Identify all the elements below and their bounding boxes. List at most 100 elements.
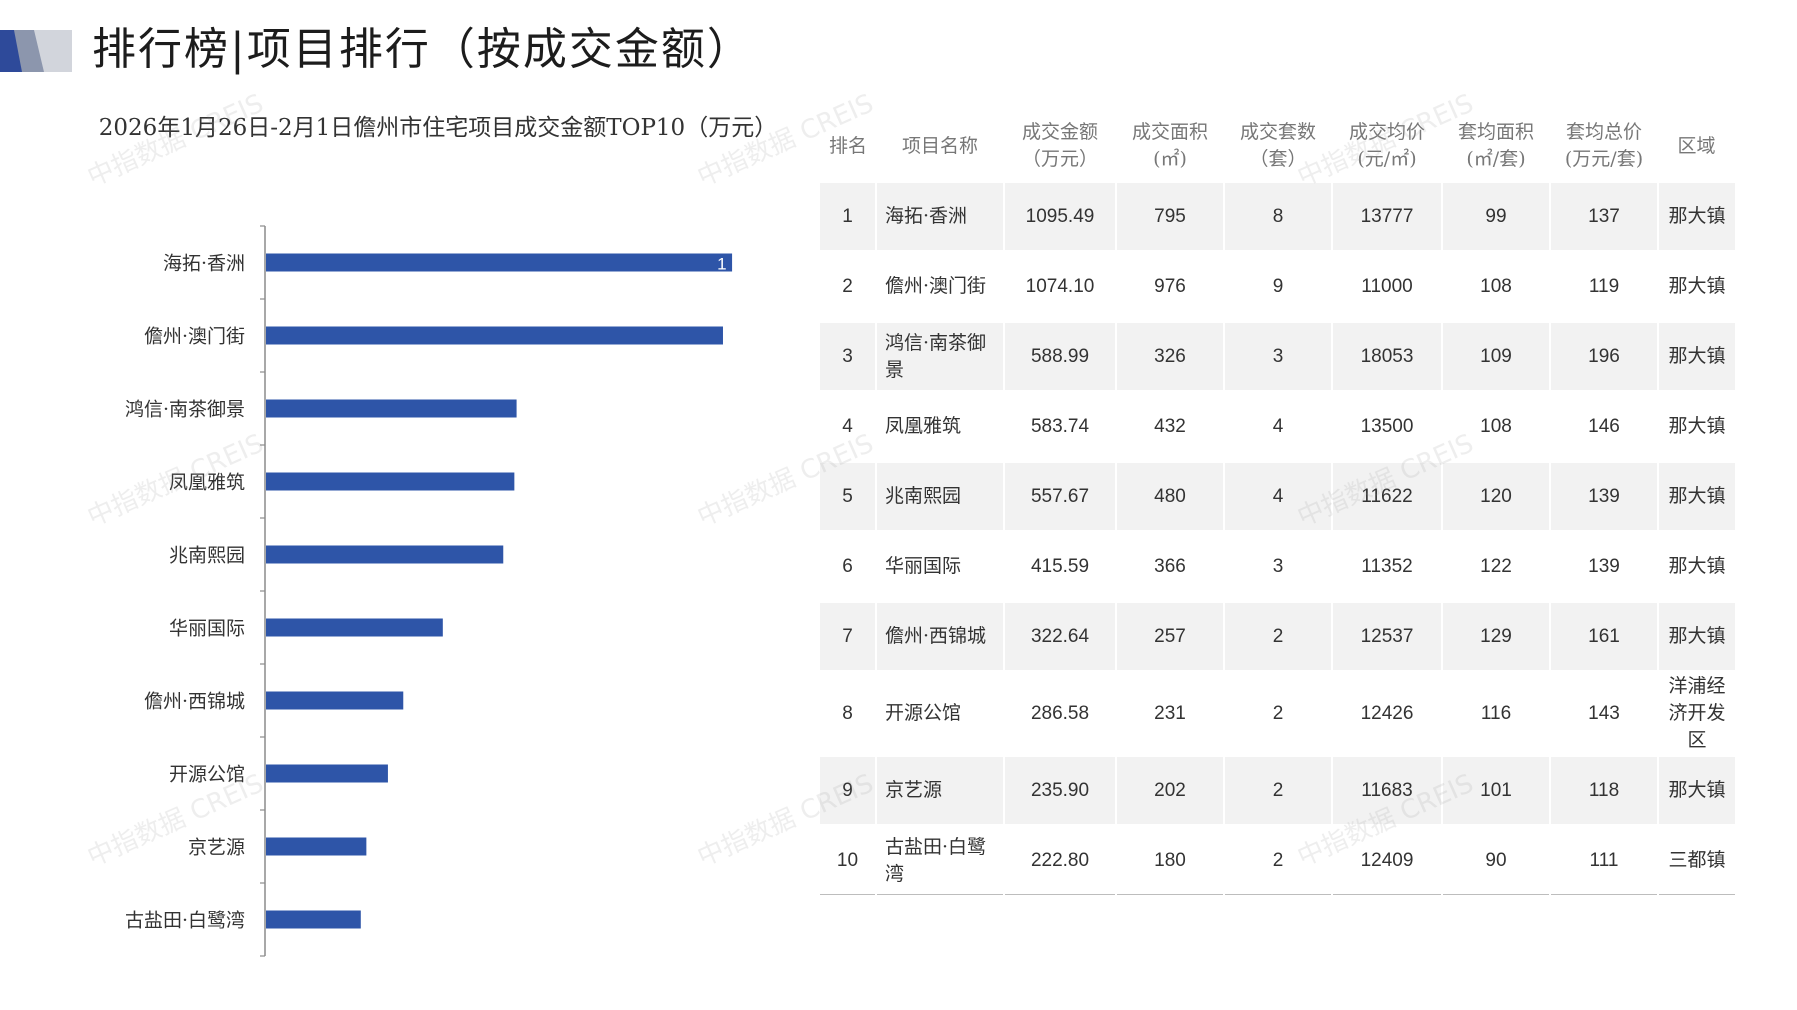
cell-avg-area: 108 [1441, 250, 1550, 322]
cell-units: 8 [1223, 180, 1332, 252]
cell-rank: 9 [820, 754, 876, 826]
cell-avg-area: 99 [1441, 180, 1550, 252]
cell-avg-area: 90 [1441, 824, 1550, 895]
cell-area: 257 [1115, 600, 1224, 672]
cell-name: 开源公馆 [875, 670, 1004, 756]
cell-units: 2 [1223, 670, 1332, 756]
cell-amount: 415.59 [1003, 530, 1116, 602]
bar [266, 837, 367, 856]
bar-chart: 海拓·香洲 1 儋州·澳门街鸿信·南茶御景凤凰雅筑兆南熙园华丽国际儋州·西锦城开源公… [125, 225, 733, 957]
cell-name: 京艺源 [875, 754, 1004, 826]
cell-area: 795 [1115, 180, 1224, 252]
cell-rank: 10 [820, 824, 876, 895]
category-label: 儋州·西锦城 [144, 691, 245, 713]
cell-area: 326 [1115, 320, 1224, 392]
cell-amount: 235.90 [1003, 754, 1116, 826]
table-row: 6 华丽国际 415.59 366 3 11352 122 139 那大镇 [820, 530, 1735, 602]
cell-rank: 6 [820, 530, 876, 602]
cell-name: 兆南熙园 [875, 460, 1004, 532]
bar [266, 472, 515, 491]
cell-avg-total: 143 [1549, 670, 1658, 756]
cell-area: 366 [1115, 530, 1224, 602]
table-header-row: 排名 项目名称 成交金额 （万元） 成交面积 (㎡) 成交套数 （套） 成交均价 (元/㎡) 套均面… [820, 112, 1735, 182]
cell-avg-area: 101 [1441, 754, 1550, 826]
category-label: 开源公馆 [169, 764, 245, 786]
cell-name: 凤凰雅筑 [875, 390, 1004, 462]
cell-area: 202 [1115, 754, 1224, 826]
cell-avg-area: 109 [1441, 320, 1550, 392]
cell-avg-total: 111 [1549, 824, 1658, 895]
bar [266, 764, 388, 783]
cell-amount: 322.64 [1003, 600, 1116, 672]
cell-avg-price: 18053 [1331, 320, 1442, 392]
cell-units: 4 [1223, 390, 1332, 462]
category-label: 古盐田·白鹭湾 [125, 910, 245, 932]
ranking-table: 排名 项目名称 成交金额 （万元） 成交面积 (㎡) 成交套数 （套） 成交均价 (元/㎡) 套均面… [820, 112, 1735, 895]
cell-rank: 8 [820, 670, 876, 756]
cell-avg-area: 116 [1441, 670, 1550, 756]
cell-area: 180 [1115, 824, 1224, 895]
cell-region: 洋浦经济开发区 [1657, 670, 1735, 756]
category-label: 华丽国际 [169, 618, 245, 640]
header: 排行榜|项目排行（按成交金额） [0, 0, 1797, 100]
table-row: 5 兆南熙园 557.67 480 4 11622 120 139 那大镇 [820, 460, 1735, 532]
column-header: 套均总价 (万元/套) [1550, 112, 1658, 182]
cell-name: 儋州·澳门街 [875, 250, 1004, 322]
column-header: 成交均价 (元/㎡) [1332, 112, 1442, 182]
cell-avg-price: 12426 [1331, 670, 1442, 756]
column-header: 项目名称 [876, 112, 1004, 182]
bar [266, 326, 723, 345]
column-header: 套均面积 (㎡/套) [1442, 112, 1550, 182]
category-label: 凤凰雅筑 [169, 472, 245, 494]
cell-amount: 286.58 [1003, 670, 1116, 756]
table-row: 1 海拓·香洲 1095.49 795 8 13777 99 137 那大镇 [820, 180, 1735, 252]
column-header: 排名 [820, 112, 876, 182]
cell-region: 那大镇 [1657, 600, 1735, 672]
brand-logo-icon [0, 30, 72, 72]
cell-units: 2 [1223, 754, 1332, 826]
cell-avg-price: 11000 [1331, 250, 1442, 322]
cell-region: 那大镇 [1657, 180, 1735, 252]
cell-units: 4 [1223, 460, 1332, 532]
bar [266, 691, 404, 710]
cell-amount: 583.74 [1003, 390, 1116, 462]
cell-avg-price: 13500 [1331, 390, 1442, 462]
table-row: 9 京艺源 235.90 202 2 11683 101 118 那大镇 [820, 754, 1735, 826]
category-label: 儋州·澳门街 [144, 326, 245, 348]
cell-avg-total: 118 [1549, 754, 1658, 826]
cell-name: 儋州·西锦城 [875, 600, 1004, 672]
category-label: 兆南熙园 [169, 545, 245, 567]
cell-region: 那大镇 [1657, 754, 1735, 826]
cell-area: 480 [1115, 460, 1224, 532]
cell-amount: 222.80 [1003, 824, 1116, 895]
cell-avg-area: 108 [1441, 390, 1550, 462]
cell-avg-total: 196 [1549, 320, 1658, 392]
bar [266, 910, 361, 929]
cell-region: 那大镇 [1657, 320, 1735, 392]
column-header: 成交面积 (㎡) [1116, 112, 1224, 182]
column-header: 区域 [1658, 112, 1735, 182]
cell-region: 三都镇 [1657, 824, 1735, 895]
cell-avg-total: 146 [1549, 390, 1658, 462]
category-label: 海拓·香洲 [163, 253, 245, 275]
cell-units: 9 [1223, 250, 1332, 322]
cell-avg-area: 122 [1441, 530, 1550, 602]
table-row: 7 儋州·西锦城 322.64 257 2 12537 129 161 那大镇 [820, 600, 1735, 672]
cell-rank: 7 [820, 600, 876, 672]
cell-region: 那大镇 [1657, 250, 1735, 322]
cell-amount: 1074.10 [1003, 250, 1116, 322]
cell-avg-total: 161 [1549, 600, 1658, 672]
cell-avg-price: 11622 [1331, 460, 1442, 532]
cell-units: 2 [1223, 824, 1332, 895]
cell-rank: 2 [820, 250, 876, 322]
cell-name: 鸿信·南茶御景 [875, 320, 1004, 392]
table-row: 10 古盐田·白鹭湾 222.80 180 2 12409 90 111 三都镇 [820, 824, 1735, 895]
cell-region: 那大镇 [1657, 530, 1735, 602]
cell-name: 华丽国际 [875, 530, 1004, 602]
cell-avg-price: 11683 [1331, 754, 1442, 826]
bar [266, 618, 443, 637]
table-row: 8 开源公馆 286.58 231 2 12426 116 143 洋浦经济开发区 [820, 670, 1735, 756]
cell-avg-area: 129 [1441, 600, 1550, 672]
table-body: 1 海拓·香洲 1095.49 795 8 13777 99 137 那大镇 2 儋州·澳门街 107… [820, 180, 1735, 895]
cell-avg-total: 139 [1549, 530, 1658, 602]
